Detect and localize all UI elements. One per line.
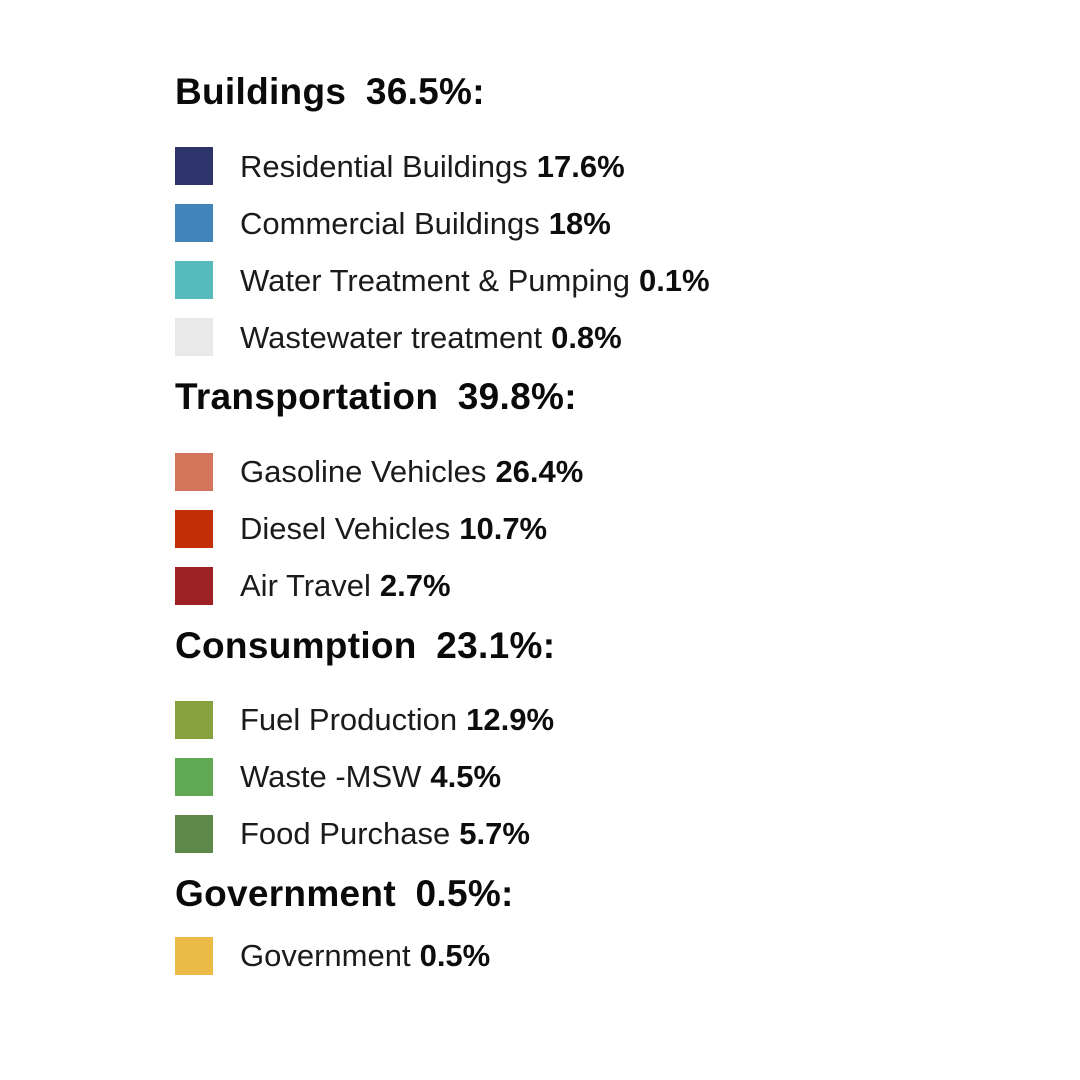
legend-item-water-treatment-pumping: Water Treatment & Pumping 0.1% (175, 261, 895, 300)
color-swatch-air-travel (175, 566, 213, 605)
legend-item-food-purchase: Food Purchase 5.7% (175, 815, 895, 854)
legend-item-text: Diesel Vehicles 10.7% (240, 511, 547, 547)
legend-item-text: Waste -MSW 4.5% (240, 759, 501, 795)
color-swatch-residential-buildings (175, 147, 213, 186)
legend-item-value: 0.5% (419, 937, 491, 973)
legend-item-text: Wastewater treatment 0.8% (240, 320, 622, 356)
legend-item-commercial-buildings: Commercial Buildings 18% (175, 204, 895, 243)
legend-item-gasoline-vehicles: Gasoline Vehicles 26.4% (175, 452, 895, 491)
legend-section-consumption: Consumption 23.1%: Fuel Production 12.9% … (175, 624, 895, 854)
color-swatch-fuel-production (175, 701, 213, 740)
legend-item-label: Air Travel (240, 567, 371, 603)
legend-item-text: Commercial Buildings 18% (240, 206, 611, 242)
emissions-legend: Buildings 36.5%: Residential Buildings 17… (175, 70, 895, 994)
section-heading-buildings: Buildings 36.5%: (175, 71, 485, 112)
color-swatch-food-purchase (175, 815, 213, 854)
legend-item-text: Gasoline Vehicles 26.4% (240, 454, 583, 490)
legend-item-wastewater-treatment: Wastewater treatment 0.8% (175, 318, 895, 357)
section-heading-consumption: Consumption 23.1%: (175, 624, 556, 666)
legend-item-value: 5.7% (459, 816, 530, 852)
legend-item-value: 18% (548, 205, 611, 241)
legend-item-label: Waste -MSW (240, 759, 422, 795)
legend-item-waste-msw: Waste -MSW 4.5% (175, 758, 895, 797)
color-swatch-wastewater-treatment (175, 318, 213, 357)
color-swatch-waste-msw (175, 758, 213, 797)
color-swatch-gasoline-vehicles (175, 452, 213, 491)
legend-item-value: 2.7% (379, 567, 451, 603)
legend-item-label: Diesel Vehicles (240, 510, 451, 546)
color-swatch-diesel-vehicles (175, 509, 213, 548)
legend-item-value: 4.5% (430, 759, 502, 795)
legend-section-transportation: Transportation 39.8%: Gasoline Vehicles 2… (175, 375, 895, 605)
legend-item-air-travel: Air Travel 2.7% (175, 566, 895, 605)
legend-item-fuel-production: Fuel Production 12.9% (175, 701, 895, 740)
legend-item-text: Food Purchase 5.7% (240, 816, 530, 852)
legend-item-text: Air Travel 2.7% (240, 568, 451, 604)
legend-item-label: Wastewater treatment (240, 319, 543, 355)
legend-item-label: Gasoline Vehicles (240, 453, 487, 489)
legend-item-value: 0.8% (551, 319, 622, 355)
legend-item-label: Commercial Buildings (240, 205, 540, 241)
legend-item-value: 10.7% (459, 510, 548, 546)
legend-item-diesel-vehicles: Diesel Vehicles 10.7% (175, 509, 895, 548)
legend-item-government: Government 0.5% (175, 936, 895, 975)
legend-item-value: 26.4% (495, 453, 584, 489)
legend-item-value: 17.6% (536, 148, 625, 184)
legend-item-value: 12.9% (466, 702, 555, 738)
legend-item-residential-buildings: Residential Buildings 17.6% (175, 147, 895, 186)
legend-section-government: Government 0.5%: Government 0.5% (175, 872, 895, 975)
color-swatch-water-treatment-pumping (175, 261, 213, 300)
section-heading-government: Government 0.5%: (175, 873, 514, 915)
color-swatch-commercial-buildings (175, 204, 213, 243)
legend-section-buildings: Buildings 36.5%: Residential Buildings 17… (175, 70, 895, 357)
legend-item-text: Residential Buildings 17.6% (240, 149, 625, 185)
color-swatch-government (175, 936, 213, 975)
legend-item-value: 0.1% (638, 262, 710, 298)
legend-item-text: Fuel Production 12.9% (240, 702, 554, 738)
legend-item-text: Water Treatment & Pumping 0.1% (240, 263, 710, 299)
legend-item-label: Water Treatment & Pumping (240, 262, 630, 298)
legend-item-label: Residential Buildings (240, 148, 528, 184)
legend-item-label: Government (240, 937, 411, 973)
section-heading-transportation: Transportation 39.8%: (175, 376, 577, 418)
legend-item-text: Government 0.5% (240, 938, 490, 974)
legend-item-label: Fuel Production (240, 702, 458, 738)
legend-item-label: Food Purchase (240, 816, 451, 852)
